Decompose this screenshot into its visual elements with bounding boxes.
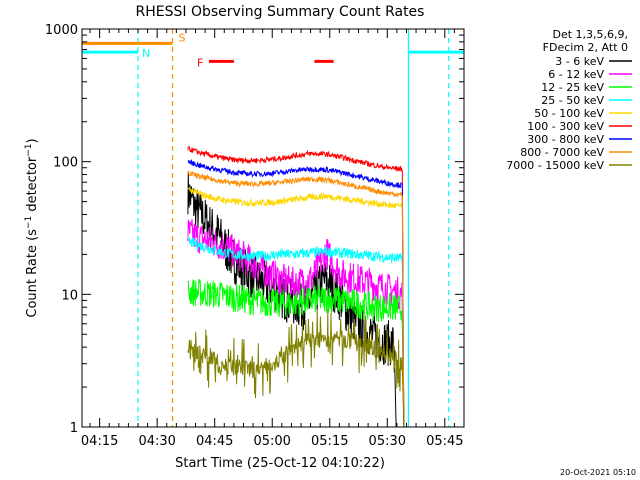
vertical-markers: [137, 29, 450, 427]
annotation-label: S: [179, 31, 186, 44]
x-tick-label: 05:00: [253, 434, 290, 449]
legend-header: Det 1,3,5,6,9,: [552, 28, 628, 41]
plot-frame: [81, 28, 465, 428]
x-tick-label: 05:45: [426, 434, 463, 449]
legend-header: FDecim 2, Att 0: [543, 41, 628, 54]
legend-label: 7000 - 15000 keV: [506, 159, 604, 172]
legend-label: 12 - 25 keV: [541, 81, 604, 94]
legend-label: 100 - 300 keV: [527, 120, 604, 133]
series-layer: [187, 145, 405, 427]
y-tick-label: 100: [53, 156, 78, 171]
chart-title: RHESSI Observing Summary Count Rates: [136, 4, 425, 20]
x-tick-label: 04:45: [196, 434, 233, 449]
series-line: [187, 187, 405, 427]
series-line: [187, 159, 405, 427]
x-tick-label: 05:15: [311, 434, 348, 449]
y-axis-label: Count Rate (s−1 detector−1): [24, 138, 40, 317]
x-tick-label: 04:30: [138, 434, 175, 449]
series-line: [187, 170, 405, 427]
legend-label: 300 - 800 keV: [527, 133, 604, 146]
annotation-label: F: [197, 56, 203, 69]
legend-label: 6 - 12 keV: [548, 68, 604, 81]
series-line: [187, 236, 405, 427]
y-tick-label: 1: [70, 421, 78, 436]
y-axis: 1 10 100 1000: [45, 23, 464, 436]
x-axis-label: Start Time (25-Oct-12 04:10:22): [175, 456, 385, 471]
legend-label: 800 - 7000 keV: [520, 146, 604, 159]
legend: Det 1,3,5,6,9,FDecim 2, Att 03 - 6 keV6 …: [506, 28, 632, 172]
annotations-layer: S N F: [82, 31, 464, 69]
annotation-label: N: [142, 47, 150, 60]
x-axis: 04:15 04:30 04:45 05:00 05:15 05:30 05:45: [81, 29, 464, 449]
series-line: [187, 219, 405, 427]
legend-label: 50 - 100 keV: [534, 107, 604, 120]
legend-label: 25 - 50 keV: [541, 94, 604, 107]
y-tick-label: 10: [61, 288, 78, 303]
plot-area: S N F 1 10 100 1000 04:15 04:30 04:45 05:00 05:15…: [45, 23, 465, 449]
x-tick-label: 04:15: [81, 434, 118, 449]
footer-timestamp: 20-Oct-2021 05:10: [560, 468, 636, 477]
legend-label: 3 - 6 keV: [555, 55, 604, 68]
series-line: [187, 308, 405, 427]
x-tick-label: 05:30: [369, 434, 406, 449]
y-tick-label: 1000: [45, 23, 78, 38]
series-line: [187, 279, 405, 427]
series-line: [187, 145, 405, 427]
